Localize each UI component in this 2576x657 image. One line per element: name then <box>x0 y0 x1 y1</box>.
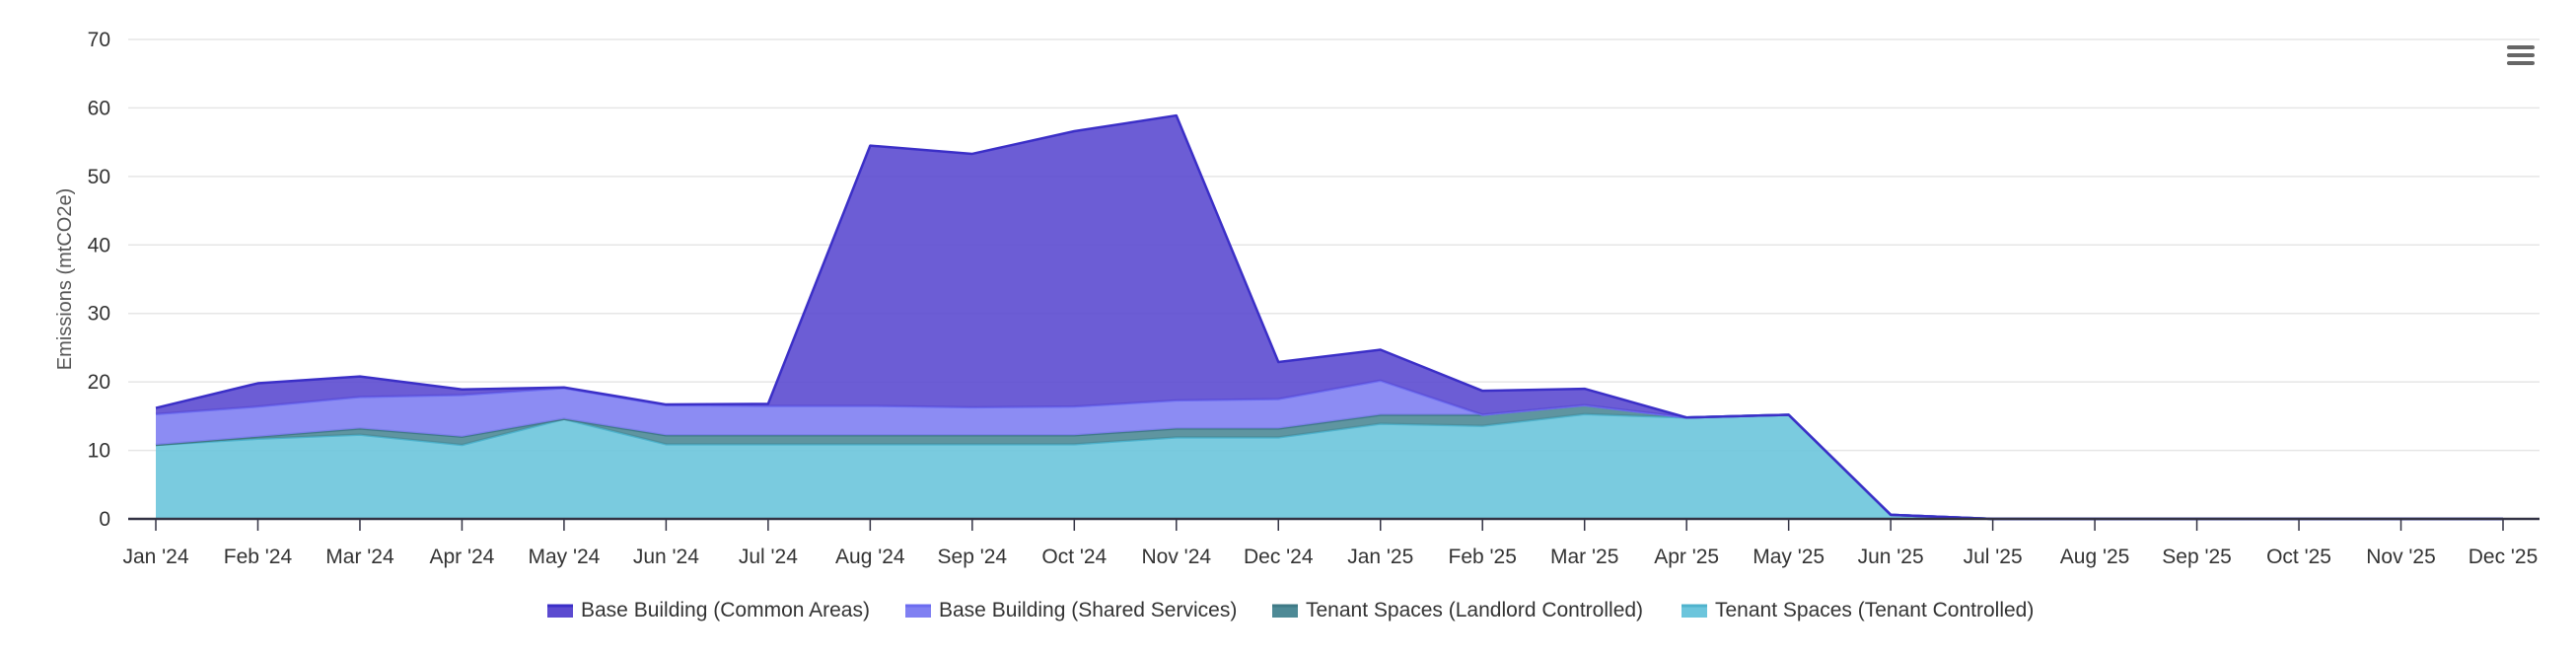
x-tick-label: Aug '25 <box>2060 546 2130 568</box>
y-axis: 0 10 20 30 40 50 60 70 <box>88 29 110 531</box>
x-tick-label: Mar '25 <box>1550 546 1618 568</box>
x-tick-label: Nov '24 <box>1142 546 1212 568</box>
legend-label: Tenant Spaces (Tenant Controlled) <box>1715 599 2034 621</box>
x-tick-label: Sep '24 <box>938 546 1008 568</box>
legend-item[interactable]: Tenant Spaces (Tenant Controlled) <box>1682 599 2034 621</box>
legend-swatch <box>547 606 573 618</box>
y-tick-label: 40 <box>88 234 110 256</box>
legend-swatch <box>905 606 931 618</box>
legend-label: Base Building (Shared Services) <box>939 599 1237 621</box>
area-series-2[interactable] <box>156 380 2503 519</box>
x-tick-label: Dec '24 <box>1244 546 1314 568</box>
y-tick-label: 10 <box>88 440 110 463</box>
x-tick-label: Mar '24 <box>325 546 394 568</box>
y-tick-label: 30 <box>88 303 110 326</box>
x-tick-label: May '24 <box>528 546 600 568</box>
legend-item[interactable]: Tenant Spaces (Landlord Controlled) <box>1272 599 1643 621</box>
area-series-0[interactable] <box>156 413 2503 519</box>
hamburger-menu-icon-bar <box>2507 53 2535 57</box>
chart-menu-button[interactable] <box>2505 39 2539 73</box>
x-tick-label: Jul '25 <box>1964 546 2023 568</box>
x-tick-label: Apr '25 <box>1654 546 1719 568</box>
x-tick-label: Jan '24 <box>122 546 188 568</box>
y-tick-label: 50 <box>88 166 110 188</box>
legend-swatch <box>1682 606 1707 618</box>
x-tick-label: Oct '25 <box>2266 546 2331 568</box>
legend: Base Building (Common Areas) Base Buildin… <box>547 599 2034 621</box>
x-tick-label: Apr '24 <box>429 546 494 568</box>
x-tick-label: Oct '24 <box>1041 546 1107 568</box>
x-tick-label: Sep '25 <box>2162 546 2232 568</box>
y-tick-label: 60 <box>88 97 110 119</box>
legend-label: Base Building (Common Areas) <box>581 599 870 621</box>
hamburger-menu-icon-bar <box>2507 61 2535 65</box>
x-tick-label: May '25 <box>1753 546 1825 568</box>
x-tick-label: Feb '24 <box>224 546 293 568</box>
x-tick-label: Feb '25 <box>1449 546 1517 568</box>
hamburger-menu-icon <box>2507 45 2535 49</box>
x-tick-label: Jun '25 <box>1858 546 1924 568</box>
y-tick-label: 20 <box>88 371 110 394</box>
legend-label: Tenant Spaces (Landlord Controlled) <box>1306 599 1643 621</box>
y-tick-label: 0 <box>99 508 110 531</box>
y-axis-title: Emissions (mtCO2e) <box>54 188 76 370</box>
area-series-1[interactable] <box>156 404 2503 519</box>
x-tick-label: Jun '24 <box>633 546 699 568</box>
x-axis: Jan '24 Feb '24 Mar '24 Apr '24 May '24 Jun '… <box>122 517 2540 568</box>
x-tick-label: Aug '24 <box>835 546 905 568</box>
x-tick-label: Nov '25 <box>2366 546 2436 568</box>
x-tick-label: Jul '24 <box>739 546 798 568</box>
legend-item[interactable]: Base Building (Common Areas) <box>547 599 870 621</box>
x-tick-label: Jan '25 <box>1347 546 1413 568</box>
x-tick-label: Dec '25 <box>2469 546 2539 568</box>
grid-lines <box>128 38 2540 452</box>
legend-item[interactable]: Base Building (Shared Services) <box>905 599 1237 621</box>
legend-swatch <box>1272 606 1298 618</box>
y-tick-label: 70 <box>88 29 110 51</box>
